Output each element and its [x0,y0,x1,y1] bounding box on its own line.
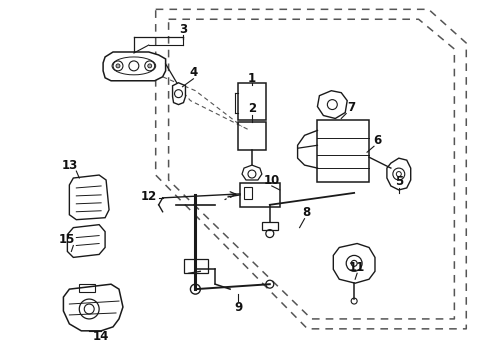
Text: 9: 9 [234,301,242,314]
Polygon shape [70,175,109,220]
Text: 8: 8 [302,206,311,219]
Polygon shape [333,243,375,283]
Circle shape [148,64,152,68]
Bar [244,187,252,199]
Bar [240,183,280,207]
Polygon shape [63,284,123,331]
Text: 10: 10 [264,174,280,186]
Text: 1: 1 [248,72,256,85]
Polygon shape [318,91,347,118]
Bar [79,284,95,292]
Bar [318,121,369,182]
Polygon shape [242,165,262,180]
Bar [238,122,266,150]
Text: 2: 2 [248,102,256,115]
Polygon shape [387,158,411,190]
Polygon shape [103,52,166,81]
Text: 7: 7 [347,101,355,114]
Text: 15: 15 [58,233,74,246]
Circle shape [116,64,120,68]
Text: 11: 11 [349,261,365,274]
Bar [262,222,278,230]
Text: 3: 3 [179,23,188,36]
Text: 6: 6 [373,134,381,147]
Polygon shape [172,83,185,105]
Text: 14: 14 [93,330,109,343]
Bar [184,260,208,273]
Text: 13: 13 [61,159,77,172]
Text: 12: 12 [141,190,157,203]
Bar [238,83,266,121]
Polygon shape [68,225,105,257]
Text: 4: 4 [189,66,197,79]
Text: 5: 5 [394,175,403,189]
